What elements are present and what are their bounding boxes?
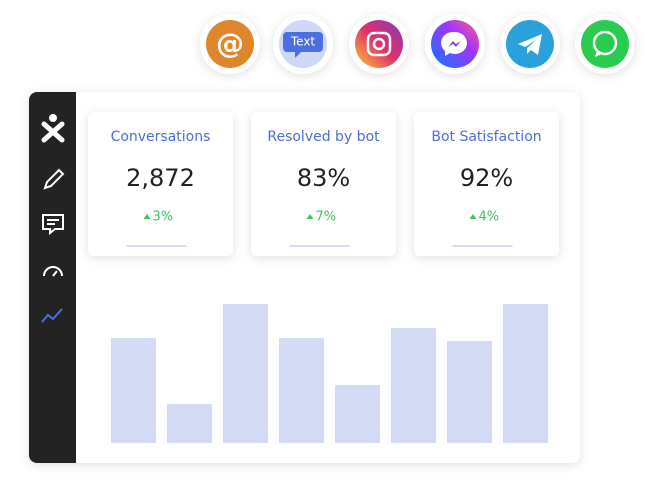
bar [503, 304, 548, 443]
gauge-icon[interactable] [43, 266, 63, 277]
whatsapp-icon[interactable] [581, 20, 629, 68]
stat-label: Conversations [111, 129, 211, 145]
edit-icon[interactable] [43, 168, 65, 190]
analytics-icon[interactable] [41, 308, 63, 323]
email-icon[interactable] [206, 20, 254, 68]
stat-label: Bot Satisfaction [431, 129, 541, 145]
up-arrow [306, 214, 314, 219]
stat-value: 2,872 [126, 164, 195, 192]
sidebar-icons [41, 114, 65, 323]
logo[interactable] [41, 114, 65, 143]
whatsapp-glyph [595, 50, 602, 57]
instagram-icon[interactable] [355, 20, 403, 68]
channel-icons: @ Text [200, 14, 635, 74]
bar [223, 304, 268, 443]
sidebar [29, 92, 76, 463]
sms-bubble [283, 32, 323, 58]
stat-cards: Conversations 2,872 3% Resolved by bot 83% 7%… [88, 112, 559, 256]
telegram-icon[interactable] [506, 20, 554, 68]
bar [111, 338, 156, 443]
up-arrow [469, 214, 477, 219]
stat-change: 4% [479, 210, 500, 225]
whatsapp-glyph [592, 30, 618, 56]
bar [391, 328, 436, 443]
stat-change: 7% [316, 210, 337, 225]
email-symbol: @ [216, 27, 244, 60]
sms-text: Text [290, 35, 316, 49]
stat-change: 3% [153, 210, 174, 225]
bar [279, 338, 324, 443]
stat-label: Resolved by bot [267, 129, 380, 145]
telegram-glyph [518, 34, 542, 55]
bar [167, 404, 212, 443]
messages-icon[interactable] [42, 214, 64, 236]
instagram-glyph [372, 37, 386, 51]
stat-value: 92% [460, 164, 513, 192]
bar [335, 385, 380, 443]
stat-card [414, 112, 559, 256]
instagram-glyph [366, 31, 392, 57]
messenger-glyph [448, 41, 461, 47]
stat-card [88, 112, 233, 256]
bar-chart [111, 304, 548, 443]
up-arrow [143, 214, 151, 219]
bar [447, 341, 492, 443]
stat-card [251, 112, 396, 256]
stat-value: 83% [297, 164, 350, 192]
